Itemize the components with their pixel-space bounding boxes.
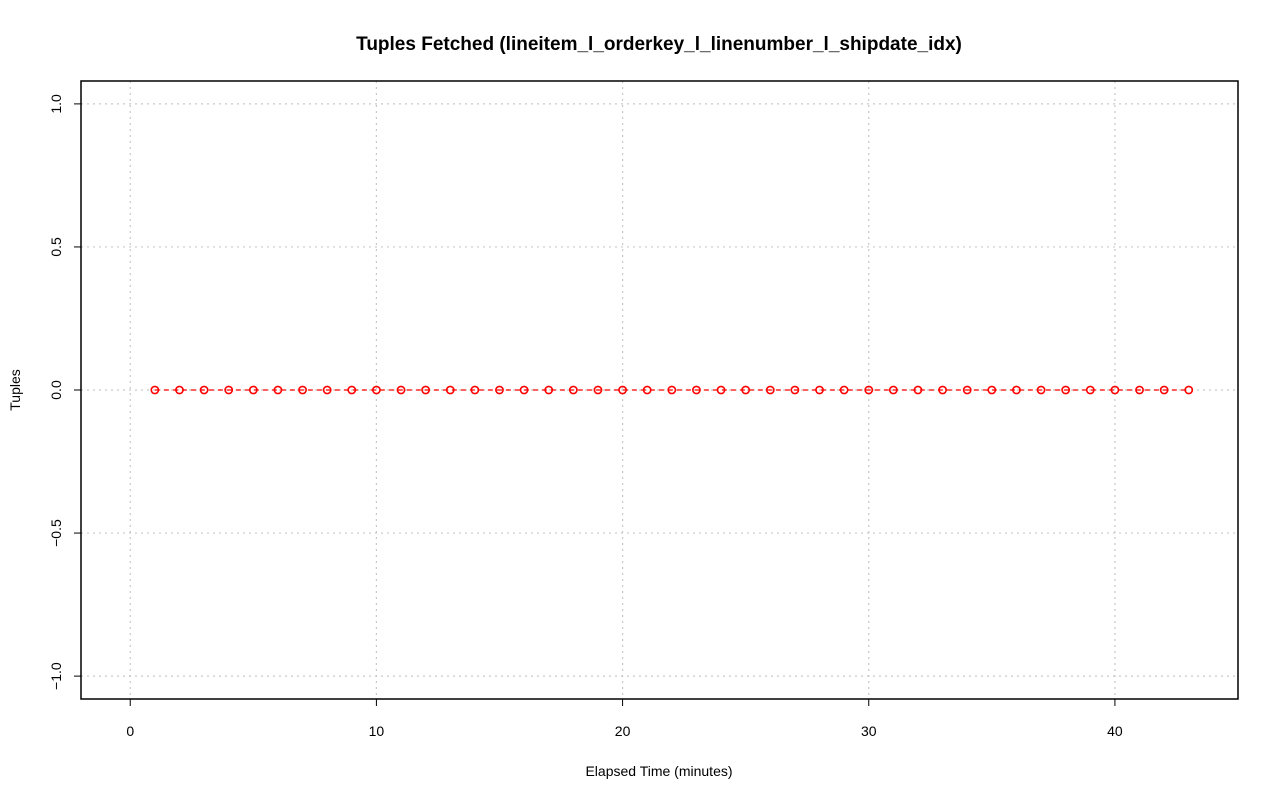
data-point <box>445 385 455 395</box>
y-tick-label: 0.0 <box>48 380 64 400</box>
data-point <box>962 385 972 395</box>
x-tick-label: 0 <box>126 723 134 739</box>
data-point <box>544 385 554 395</box>
data-point <box>568 385 578 395</box>
data-point <box>839 385 849 395</box>
data-point <box>987 385 997 395</box>
data-point <box>470 385 480 395</box>
y-tick-label: −1.0 <box>48 662 64 690</box>
data-point <box>667 385 677 395</box>
data-point <box>790 385 800 395</box>
data-point <box>372 385 381 395</box>
y-tick-label: 0.5 <box>48 237 64 257</box>
data-point <box>1036 385 1046 395</box>
data-point <box>1184 385 1194 395</box>
data-point <box>1085 385 1095 395</box>
data-point <box>273 385 283 395</box>
x-axis-label: Elapsed Time (minutes) <box>585 763 732 779</box>
data-point <box>716 385 726 395</box>
data-point <box>618 385 627 395</box>
data-point <box>593 385 603 395</box>
data-point <box>1135 385 1144 395</box>
data-point <box>199 385 209 395</box>
data-point <box>175 385 184 395</box>
y-axis: −1.0 −0.5 0.0 0.5 1.0 <box>48 94 81 690</box>
data-point <box>150 385 160 395</box>
data-point <box>421 385 431 395</box>
x-tick-label: 30 <box>861 723 877 739</box>
chart-title: Tuples Fetched (lineitem_l_orderkey_l_li… <box>356 34 962 55</box>
data-point <box>1012 385 1021 395</box>
data-point <box>1110 385 1120 395</box>
data-point <box>642 385 652 395</box>
data-point <box>765 385 775 395</box>
data-point <box>248 385 258 395</box>
data-point <box>692 385 701 395</box>
data-point <box>938 385 947 395</box>
data-point <box>322 385 332 395</box>
data-point <box>495 385 504 395</box>
data-point <box>864 385 874 395</box>
series-layer <box>150 385 1194 395</box>
x-tick-label: 40 <box>1107 723 1123 739</box>
data-point <box>1159 385 1169 395</box>
data-point <box>519 385 529 395</box>
x-tick-label: 10 <box>369 723 385 739</box>
data-point <box>913 385 923 395</box>
y-tick-label: −0.5 <box>48 519 64 547</box>
data-point <box>741 385 751 395</box>
data-point <box>1061 385 1071 395</box>
x-axis: 0 10 20 30 40 <box>126 699 1123 739</box>
data-point <box>347 385 357 395</box>
y-axis-label: Tuples <box>7 369 23 411</box>
data-point <box>224 385 234 395</box>
x-tick-label: 20 <box>615 723 631 739</box>
y-tick-label: 1.0 <box>48 94 64 114</box>
plot-frame <box>80 80 1239 700</box>
data-point <box>888 385 898 395</box>
data-point <box>815 385 824 395</box>
data-point <box>396 385 406 395</box>
data-point <box>298 385 307 395</box>
